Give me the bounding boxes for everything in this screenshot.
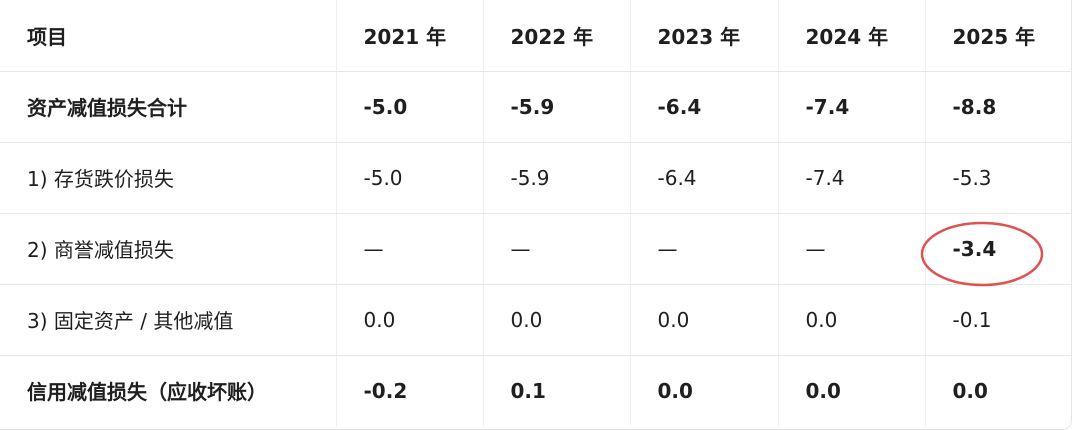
- cell: —: [336, 213, 484, 285]
- cell: 0.0: [630, 355, 779, 426]
- cell: -5.0: [336, 142, 484, 214]
- cell: -5.9: [483, 71, 631, 143]
- table-row: 资产减值损失合计 -5.0 -5.9 -6.4 -7.4 -8.8: [0, 71, 1072, 143]
- row-label: 项目: [0, 0, 337, 72]
- cell: -5.9: [483, 142, 631, 214]
- cell: 0.0: [630, 284, 779, 356]
- table-row: 3) 固定资产 / 其他减值 0.0 0.0 0.0 0.0 -0.1: [0, 284, 1072, 356]
- row-label: 3) 固定资产 / 其他减值: [0, 284, 337, 356]
- cell: —: [778, 213, 926, 285]
- cell: -5.0: [336, 71, 484, 143]
- cell: 0.0: [336, 284, 484, 356]
- cell: 0.1: [483, 355, 631, 426]
- cell: -7.4: [778, 142, 926, 214]
- cell: -7.4: [778, 71, 926, 143]
- cell: 2024 年: [778, 0, 926, 72]
- table-row: 1) 存货跌价损失 -5.0 -5.9 -6.4 -7.4 -5.3: [0, 142, 1072, 214]
- cell: 2023 年: [630, 0, 779, 72]
- row-label: 资产减值损失合计: [0, 71, 337, 143]
- cell: 0.0: [778, 284, 926, 356]
- cell: —: [630, 213, 779, 285]
- cell: -6.4: [630, 142, 779, 214]
- table-row: 2) 商誉减值损失 — — — — -3.4: [0, 213, 1072, 285]
- row-label: 1) 存货跌价损失: [0, 142, 337, 214]
- cell: —: [483, 213, 631, 285]
- cell: -5.3: [925, 142, 1072, 214]
- cell: -8.8: [925, 71, 1072, 143]
- cell: -0.2: [336, 355, 484, 426]
- cell: -6.4: [630, 71, 779, 143]
- cell: 2021 年: [336, 0, 484, 72]
- cell: -0.1: [925, 284, 1072, 356]
- cell: 0.0: [483, 284, 631, 356]
- cell: 0.0: [952, 378, 988, 403]
- row-label: 信用减值损失（应收坏账）: [0, 355, 337, 426]
- row-label: 2) 商誉减值损失: [0, 213, 337, 285]
- table-row: 项目 2021 年 2022 年 2023 年 2024 年 2025 年: [0, 0, 1072, 72]
- cell: -3.4: [925, 213, 1072, 285]
- table-row: 信用减值损失（应收坏账） -0.2 0.1 0.0 0.0 0.0: [0, 355, 1072, 426]
- cell: 2025 年: [925, 0, 1072, 72]
- cell: 2022 年: [483, 0, 631, 72]
- cell: 0.0: [778, 355, 926, 426]
